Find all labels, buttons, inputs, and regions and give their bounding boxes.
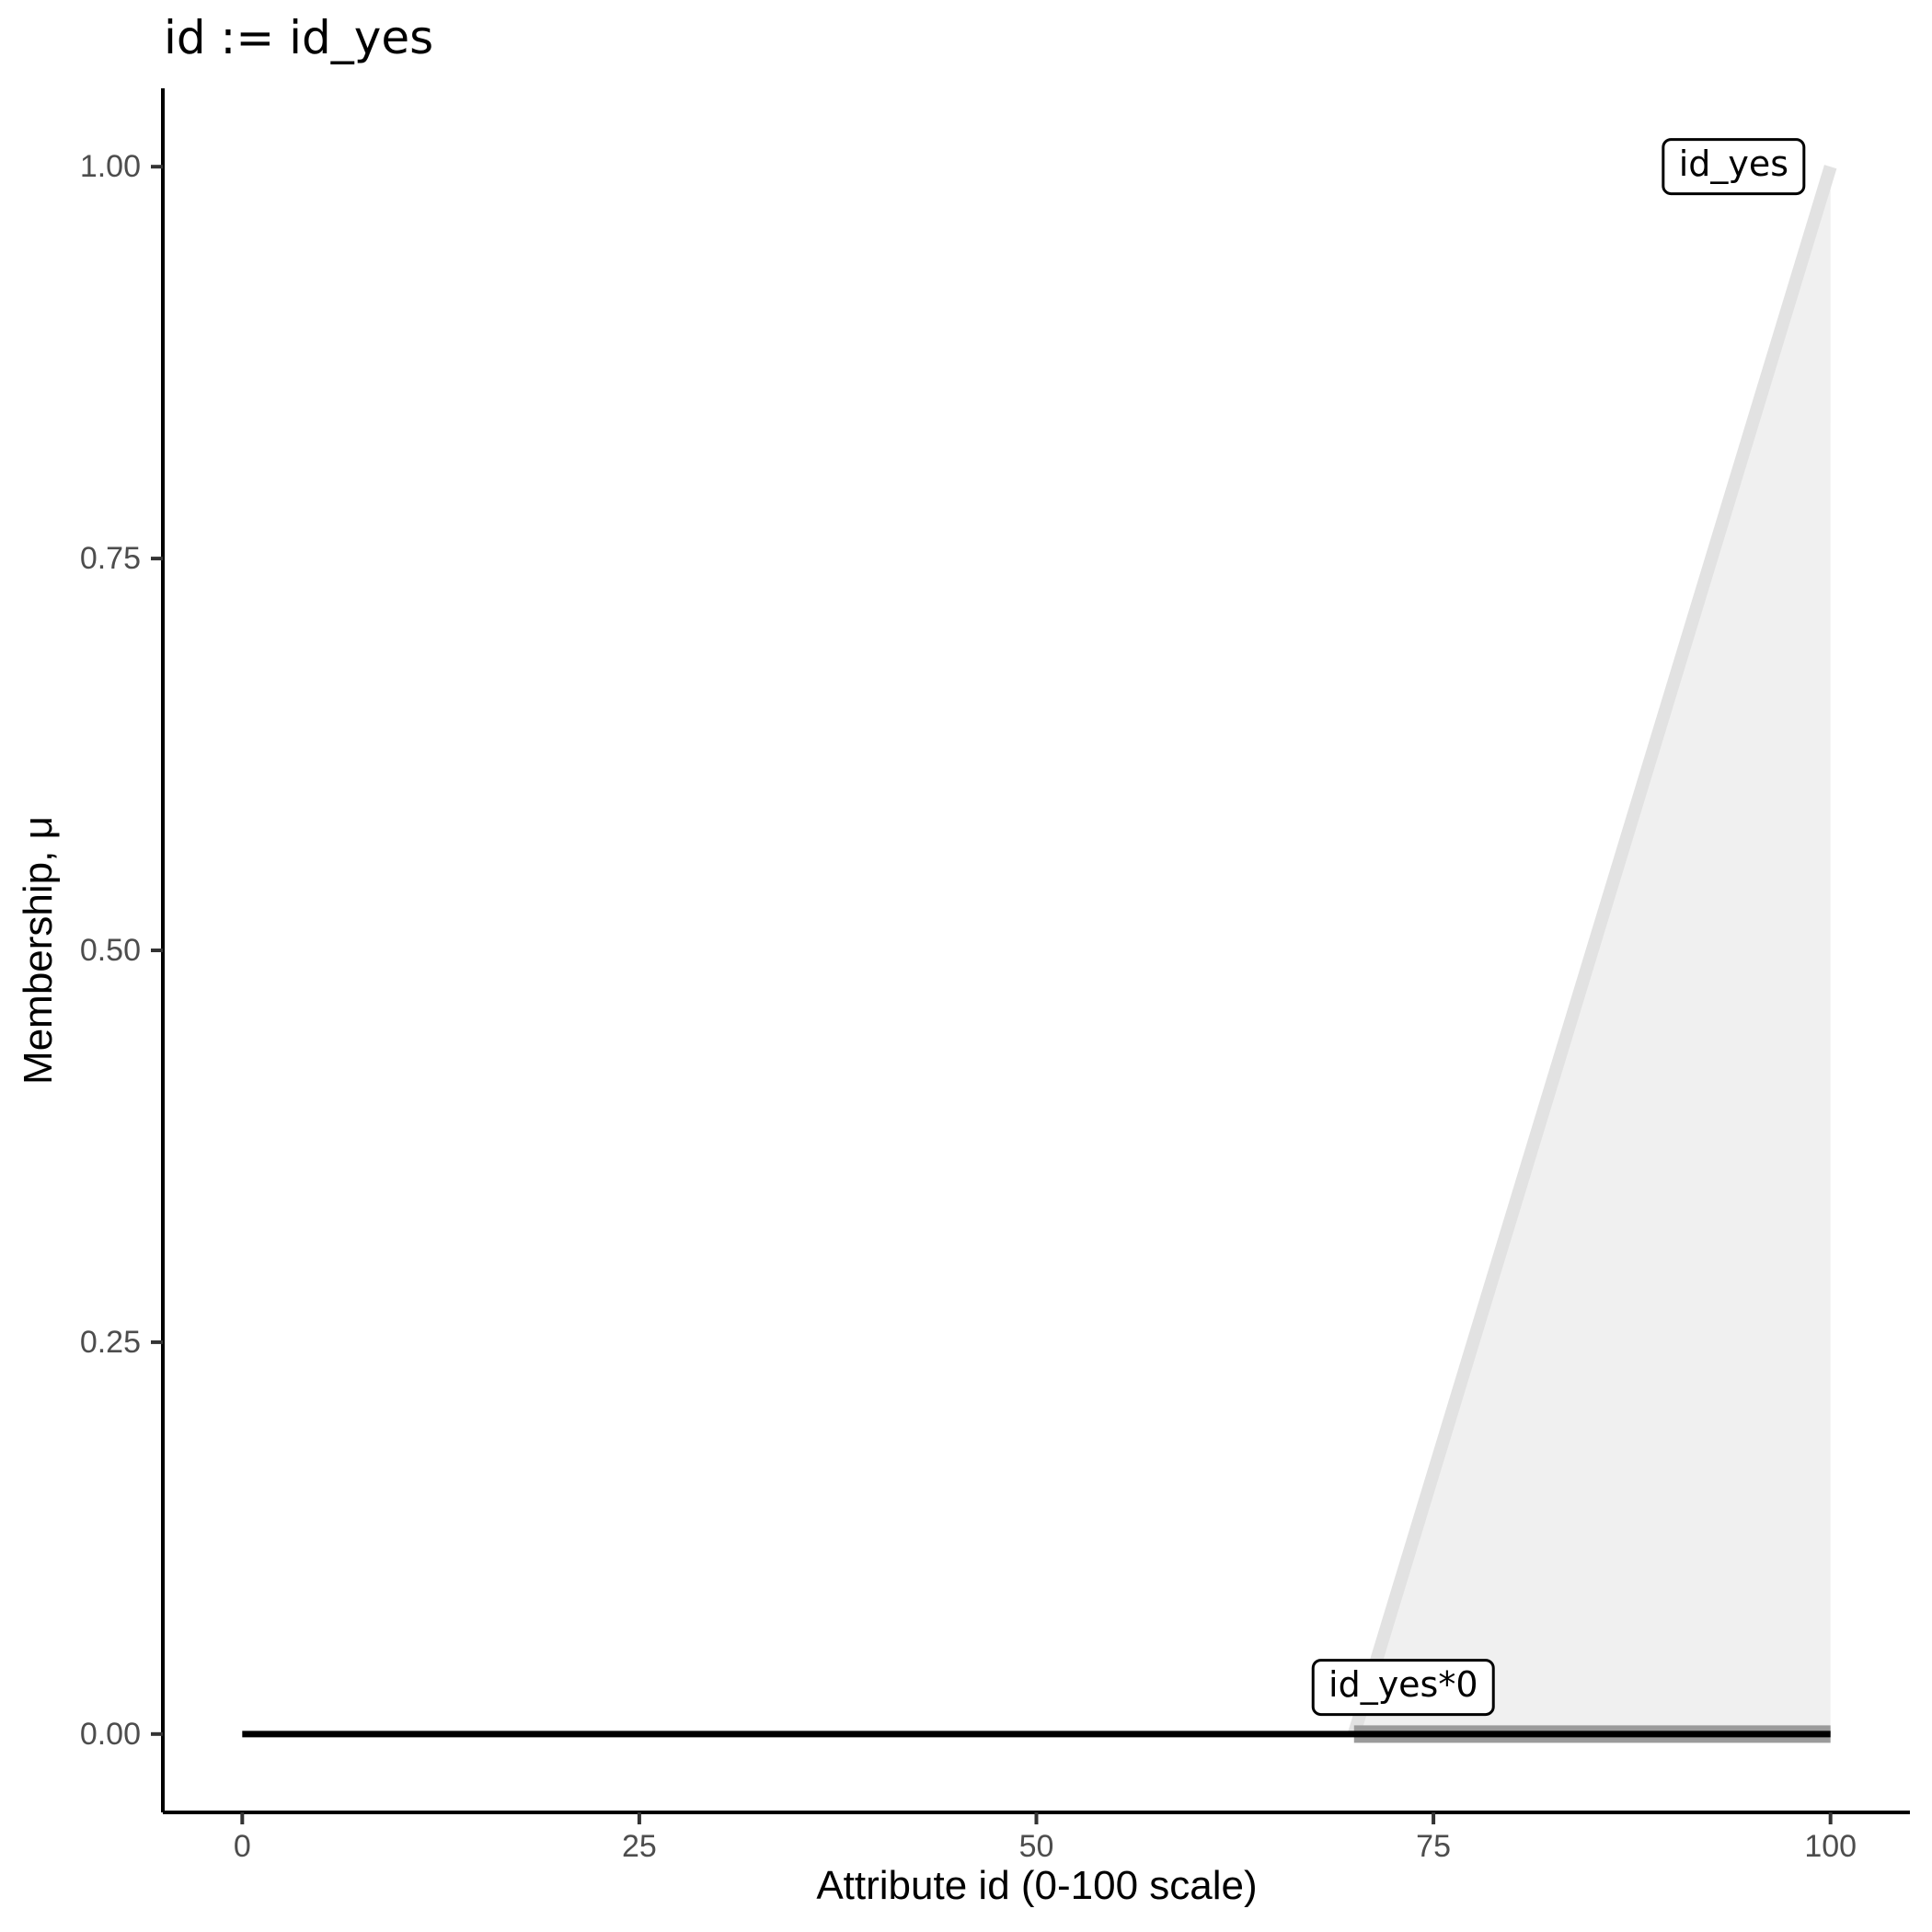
y-axis-title: Membership, μ [16, 816, 61, 1085]
x-tick-label: 75 [1416, 1829, 1451, 1864]
y-tick-label: 0.25 [80, 1325, 141, 1360]
y-tick-label: 0.75 [80, 541, 141, 576]
y-tick-label: 1.00 [80, 149, 141, 184]
x-tick-label: 100 [1804, 1829, 1857, 1864]
annotation-label-id_yes-times-0: id_yes*0 [1312, 1658, 1495, 1716]
x-axis-title: Attribute id (0-100 scale) [816, 1863, 1258, 1908]
series-id_yes-line [1348, 165, 1837, 1736]
annotation-label-id_yes: id_yes [1662, 138, 1806, 196]
plot-title: id := id_yes [164, 11, 434, 64]
x-tick-label: 50 [1019, 1829, 1054, 1864]
x-tick-label: 0 [234, 1829, 251, 1864]
x-tick-label: 25 [622, 1829, 657, 1864]
y-tick-label: 0.00 [80, 1717, 141, 1752]
y-tick-label: 0.50 [80, 933, 141, 968]
